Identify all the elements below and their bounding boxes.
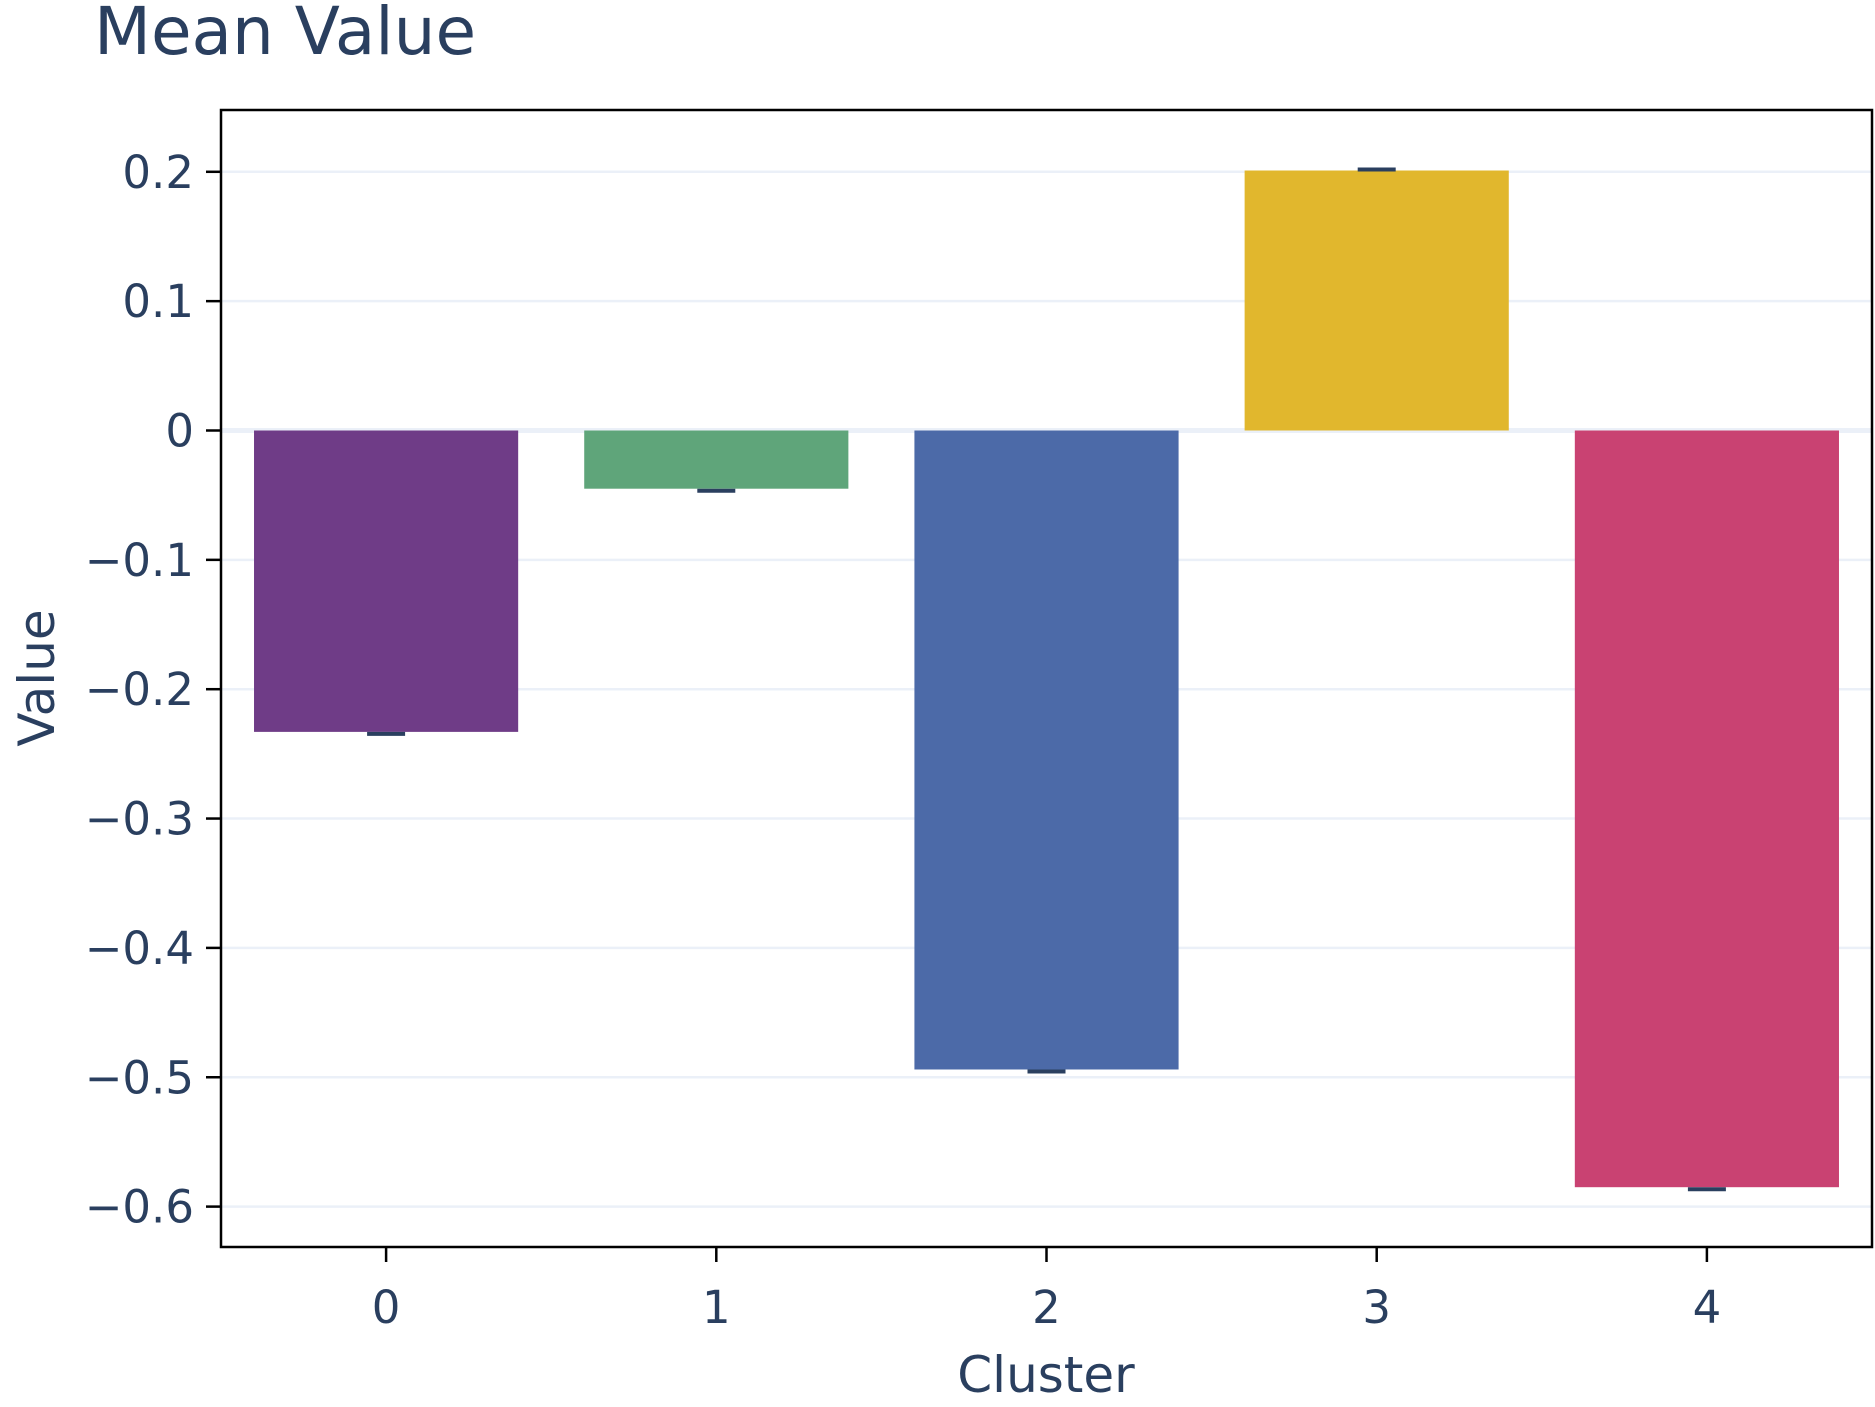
y-tick-label: −0.6 (85, 1181, 194, 1234)
y-tick-label: 0.1 (122, 275, 194, 328)
x-tick-label: 2 (1032, 1281, 1061, 1334)
x-axis-title: Cluster (957, 1346, 1135, 1404)
y-tick-label: −0.2 (85, 663, 194, 716)
x-tick-label: 3 (1362, 1281, 1391, 1334)
bars (254, 170, 1839, 1188)
y-tick-label: 0.2 (122, 146, 194, 199)
bar-cluster-1 (584, 430, 849, 489)
y-tick-label: −0.3 (85, 793, 194, 846)
y-axis-title: Value (8, 609, 66, 746)
x-tick-label: 0 (372, 1281, 401, 1334)
y-tick-label: −0.4 (85, 922, 194, 975)
y-tick-label: −0.5 (85, 1051, 194, 1104)
y-tick-label: −0.1 (85, 534, 194, 587)
x-tick-label: 4 (1693, 1281, 1722, 1334)
y-tick-label: 0 (165, 405, 194, 458)
bar-cluster-4 (1574, 430, 1839, 1188)
x-tick-label: 1 (702, 1281, 731, 1334)
bar-cluster-2 (914, 430, 1179, 1070)
x-axis: 0 1 2 3 4 (372, 1247, 1721, 1334)
bar-cluster-0 (254, 430, 519, 732)
chart-title: Mean Value (94, 0, 476, 70)
bar-cluster-3 (1244, 170, 1509, 431)
y-axis: 0.2 0.1 0 −0.1 −0.2 −0.3 −0.4 −0.5 −0.6 (85, 146, 221, 1234)
error-bars (367, 167, 1726, 1192)
